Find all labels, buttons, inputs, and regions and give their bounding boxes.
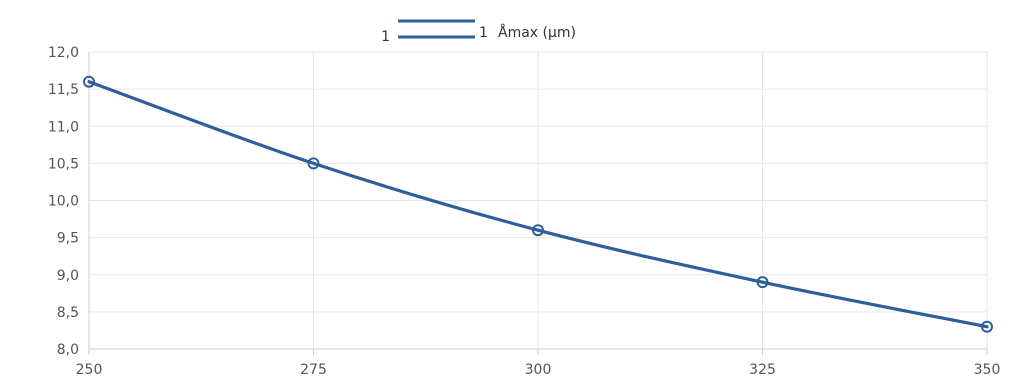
y-tick-label: 9,0	[57, 268, 79, 284]
y-tick-label: 11,5	[48, 82, 79, 98]
y-tick-label: 11,0	[48, 119, 79, 135]
data-point[interactable]	[981, 320, 993, 333]
series-line	[87, 80, 989, 329]
x-tick-label: 300	[525, 362, 552, 378]
legend[interactable]: 1 1 Åmax (µm)	[381, 19, 576, 45]
y-tick-label: 12,0	[48, 45, 79, 61]
legend-swatch	[398, 19, 475, 39]
grid	[88, 51, 988, 350]
data-point[interactable]	[756, 276, 769, 289]
data-point[interactable]	[532, 224, 544, 237]
axes	[88, 52, 988, 355]
legend-series-label: Åmax (µm)	[498, 24, 576, 41]
y-axis-ticks: 12,0 11,5 11,0 10,5 10,0 9,5 9,0 8,5 8,0	[48, 45, 79, 358]
x-tick-label: 350	[974, 362, 1001, 378]
series-layer	[83, 75, 993, 333]
x-tick-label: 325	[749, 362, 776, 378]
y-tick-label: 10,5	[48, 156, 79, 172]
x-tick-label: 250	[76, 362, 103, 378]
legend-marker-left-label: 1	[381, 29, 390, 45]
data-point[interactable]	[307, 157, 320, 170]
y-tick-label: 9,5	[57, 231, 79, 247]
x-tick-label: 275	[300, 362, 327, 378]
y-tick-label: 10,0	[48, 194, 79, 210]
x-axis-ticks: 250 275 300 325 350	[76, 362, 1001, 378]
legend-marker-right-label: 1	[479, 25, 488, 41]
data-point[interactable]	[83, 75, 95, 88]
y-tick-label: 8,5	[57, 305, 79, 321]
y-tick-label: 8,0	[57, 342, 79, 358]
